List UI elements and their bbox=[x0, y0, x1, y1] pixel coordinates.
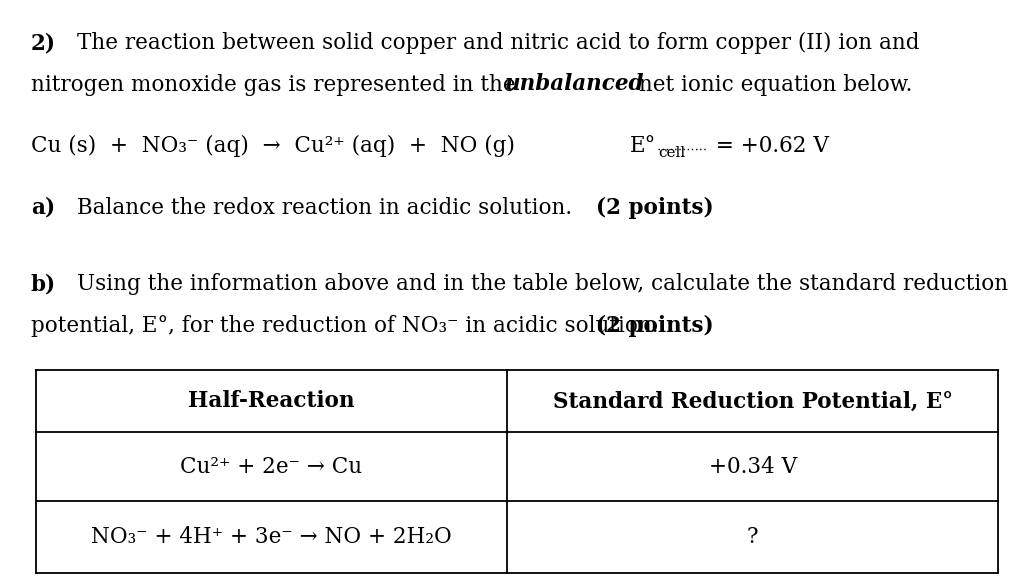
Text: nitrogen monoxide gas is represented in the: nitrogen monoxide gas is represented in … bbox=[31, 74, 522, 95]
Text: Half-Reaction: Half-Reaction bbox=[188, 390, 354, 412]
Text: unbalanced: unbalanced bbox=[505, 74, 644, 95]
Text: Cu²⁺ + 2e⁻ → Cu: Cu²⁺ + 2e⁻ → Cu bbox=[180, 456, 362, 477]
Text: NO₃⁻ + 4H⁺ + 3e⁻ → NO + 2H₂O: NO₃⁻ + 4H⁺ + 3e⁻ → NO + 2H₂O bbox=[91, 526, 452, 548]
Text: Standard Reduction Potential, E°: Standard Reduction Potential, E° bbox=[553, 390, 952, 412]
Text: +0.34 V: +0.34 V bbox=[709, 456, 797, 477]
Text: 2): 2) bbox=[31, 32, 55, 54]
Text: b): b) bbox=[31, 273, 56, 295]
Text: a): a) bbox=[31, 197, 55, 219]
Text: ?: ? bbox=[746, 526, 759, 548]
Text: Balance the redox reaction in acidic solution.: Balance the redox reaction in acidic sol… bbox=[77, 197, 579, 219]
Text: = +0.62 V: = +0.62 V bbox=[709, 135, 828, 157]
Text: Cu (s)  +  NO₃⁻ (aq)  →  Cu²⁺ (aq)  +  NO (g): Cu (s) + NO₃⁻ (aq) → Cu²⁺ (aq) + NO (g) bbox=[31, 135, 515, 158]
Text: net ionic equation below.: net ionic equation below. bbox=[632, 74, 912, 95]
Text: potential, E°, for the reduction of NO₃⁻ in acidic solution.: potential, E°, for the reduction of NO₃⁻… bbox=[31, 315, 666, 336]
Text: The reaction between solid copper and nitric acid to form copper (II) ion and: The reaction between solid copper and ni… bbox=[77, 32, 920, 55]
Text: Using the information above and in the table below, calculate the standard reduc: Using the information above and in the t… bbox=[77, 273, 1008, 295]
Text: (2 points): (2 points) bbox=[596, 315, 714, 337]
Text: cell: cell bbox=[658, 146, 686, 160]
Text: (2 points): (2 points) bbox=[596, 197, 714, 219]
Text: E°: E° bbox=[630, 135, 656, 157]
